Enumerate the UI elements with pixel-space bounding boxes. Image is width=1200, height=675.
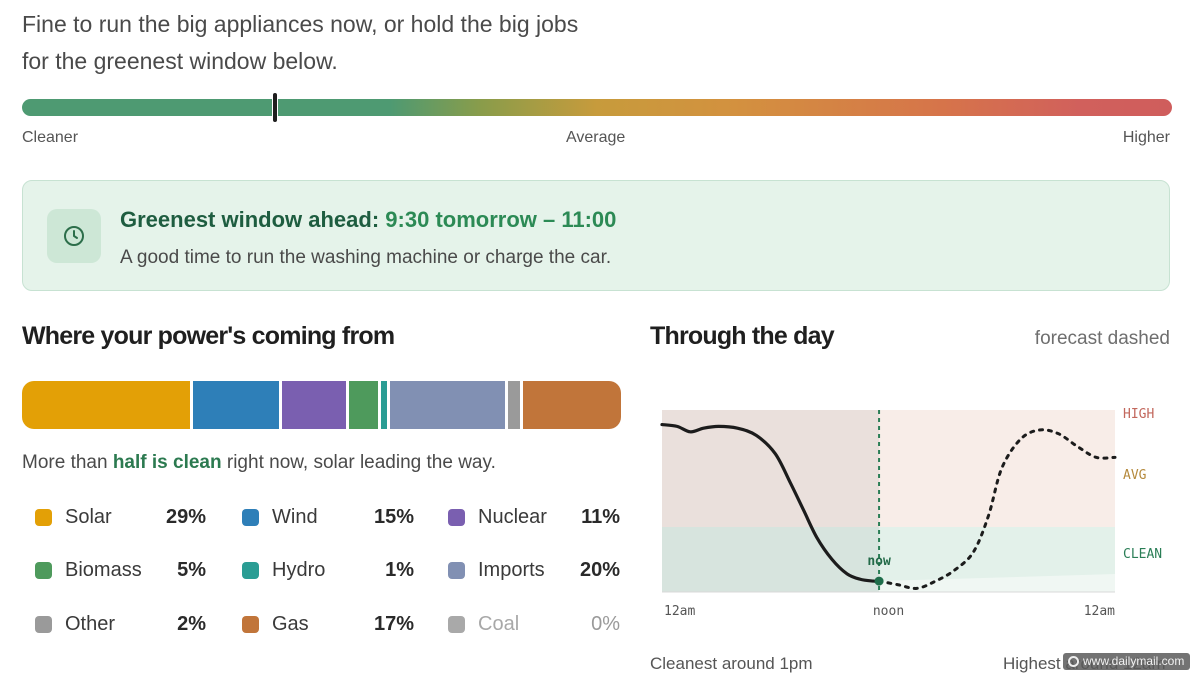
band-label-high: HIGH (1123, 407, 1154, 422)
scale-label-higher: Higher (1122, 129, 1170, 146)
legend-source-percent: 20% (579, 558, 620, 581)
legend-swatch (35, 508, 52, 526)
legend-source-name: Wind (272, 505, 318, 528)
past-shade (662, 410, 880, 592)
legend-swatch (448, 508, 465, 526)
mix-segment-wind (192, 381, 280, 429)
greenest-window-subtitle: A good time to run the washing machine o… (120, 247, 612, 268)
legend-source-percent: 29% (165, 505, 206, 528)
now-label: now (867, 554, 891, 569)
watermark-text: www.dailymail.com (1083, 654, 1185, 668)
legend-source-percent: 5% (177, 558, 206, 581)
legend-item-coal: Coal 0% (435, 607, 620, 641)
legend-source-percent: 11% (581, 505, 620, 528)
legend-source-name: Biomass (65, 558, 142, 581)
legend-item-nuclear: Nuclear 11% (435, 500, 620, 534)
greenest-window-prefix: Greenest window ahead: (120, 207, 380, 232)
legend-item-hydro: Hydro 1% (229, 553, 414, 587)
through-the-day-chart: now HIGH AVG CLEAN 12am noon 12am (660, 407, 1162, 619)
through-day-title: Through the day (650, 322, 835, 350)
advice-line-1: Fine to run the big appliances now, or h… (22, 11, 579, 37)
forecast-line (877, 428, 1117, 590)
legend-item-wind: Wind 15% (229, 500, 414, 534)
legend-source-percent: 1% (385, 558, 414, 581)
legend-source-name: Other (65, 612, 116, 635)
band-label-clean: CLEAN (1123, 547, 1162, 562)
clock-icon (47, 209, 101, 263)
legend-source-name: Imports (478, 558, 545, 581)
legend-item-solar: Solar 29% (22, 500, 206, 534)
band-label-avg: AVG (1123, 468, 1147, 483)
mix-segment-hydro (380, 381, 387, 429)
power-mix-caption: More than half is clean right now, solar… (22, 452, 496, 474)
legend-swatch (35, 615, 52, 633)
x-tick-label: 12am (664, 604, 695, 619)
scale-label-cleaner: Cleaner (22, 129, 79, 146)
forecast-note: forecast dashed (1034, 328, 1170, 349)
x-tick-label: 12am (1084, 604, 1115, 619)
forecast-wedge (879, 574, 1115, 592)
legend-swatch (242, 615, 259, 633)
legend-item-other: Other 2% (22, 607, 206, 641)
legend-swatch (35, 561, 52, 579)
mix-segment-imports (389, 381, 506, 429)
greenest-window-time: 9:30 tomorrow – 11:00 (385, 207, 617, 232)
mix-segment-biomass (348, 381, 378, 429)
legend-swatch (448, 561, 465, 579)
cleanest-time-note: Cleanest around 1pm (650, 654, 813, 673)
mix-segment-gas (522, 381, 621, 429)
legend-source-name: Coal (478, 612, 520, 635)
power-mix-bar (22, 381, 621, 429)
mix-segment-solar (22, 381, 190, 429)
legend-swatch (242, 561, 259, 579)
source-watermark: www.dailymail.com (1063, 653, 1191, 670)
globe-icon (1068, 656, 1079, 667)
legend-source-name: Nuclear (478, 505, 547, 528)
current-intensity-marker (272, 92, 278, 123)
scale-label-average: Average (566, 129, 626, 146)
legend-item-biomass: Biomass 5% (22, 553, 206, 587)
legend-source-name: Hydro (272, 558, 326, 581)
legend-item-imports: Imports 20% (435, 553, 620, 587)
legend-source-percent: 0% (591, 612, 620, 635)
advice-text: Fine to run the big appliances now, or h… (22, 6, 722, 80)
greenest-window-title: Greenest window ahead: 9:30 tomorrow – 1… (120, 207, 616, 233)
caption-before: More than (22, 452, 113, 473)
legend-swatch (242, 508, 259, 526)
carbon-intensity-bar (22, 99, 1172, 116)
now-dot (874, 576, 884, 586)
greenest-window-card: Greenest window ahead: 9:30 tomorrow – 1… (22, 180, 1170, 291)
legend-source-name: Gas (272, 612, 309, 635)
caption-highlight: half is clean (112, 452, 222, 473)
x-tick-label: noon (873, 604, 904, 619)
legend-swatch (448, 615, 465, 633)
power-mix-title: Where your power's coming from (22, 322, 395, 350)
legend-source-percent: 17% (373, 612, 414, 635)
legend-source-percent: 2% (177, 612, 206, 635)
mix-segment-other (508, 381, 520, 429)
band-clean (662, 527, 1115, 592)
legend-item-gas: Gas 17% (229, 607, 414, 641)
actual-line (660, 422, 881, 583)
advice-line-2: for the greenest window below. (22, 48, 338, 74)
legend-source-name: Solar (65, 505, 112, 528)
legend-source-percent: 15% (373, 505, 414, 528)
mix-segment-nuclear (282, 381, 346, 429)
caption-after: right now, solar leading the way. (221, 452, 496, 473)
